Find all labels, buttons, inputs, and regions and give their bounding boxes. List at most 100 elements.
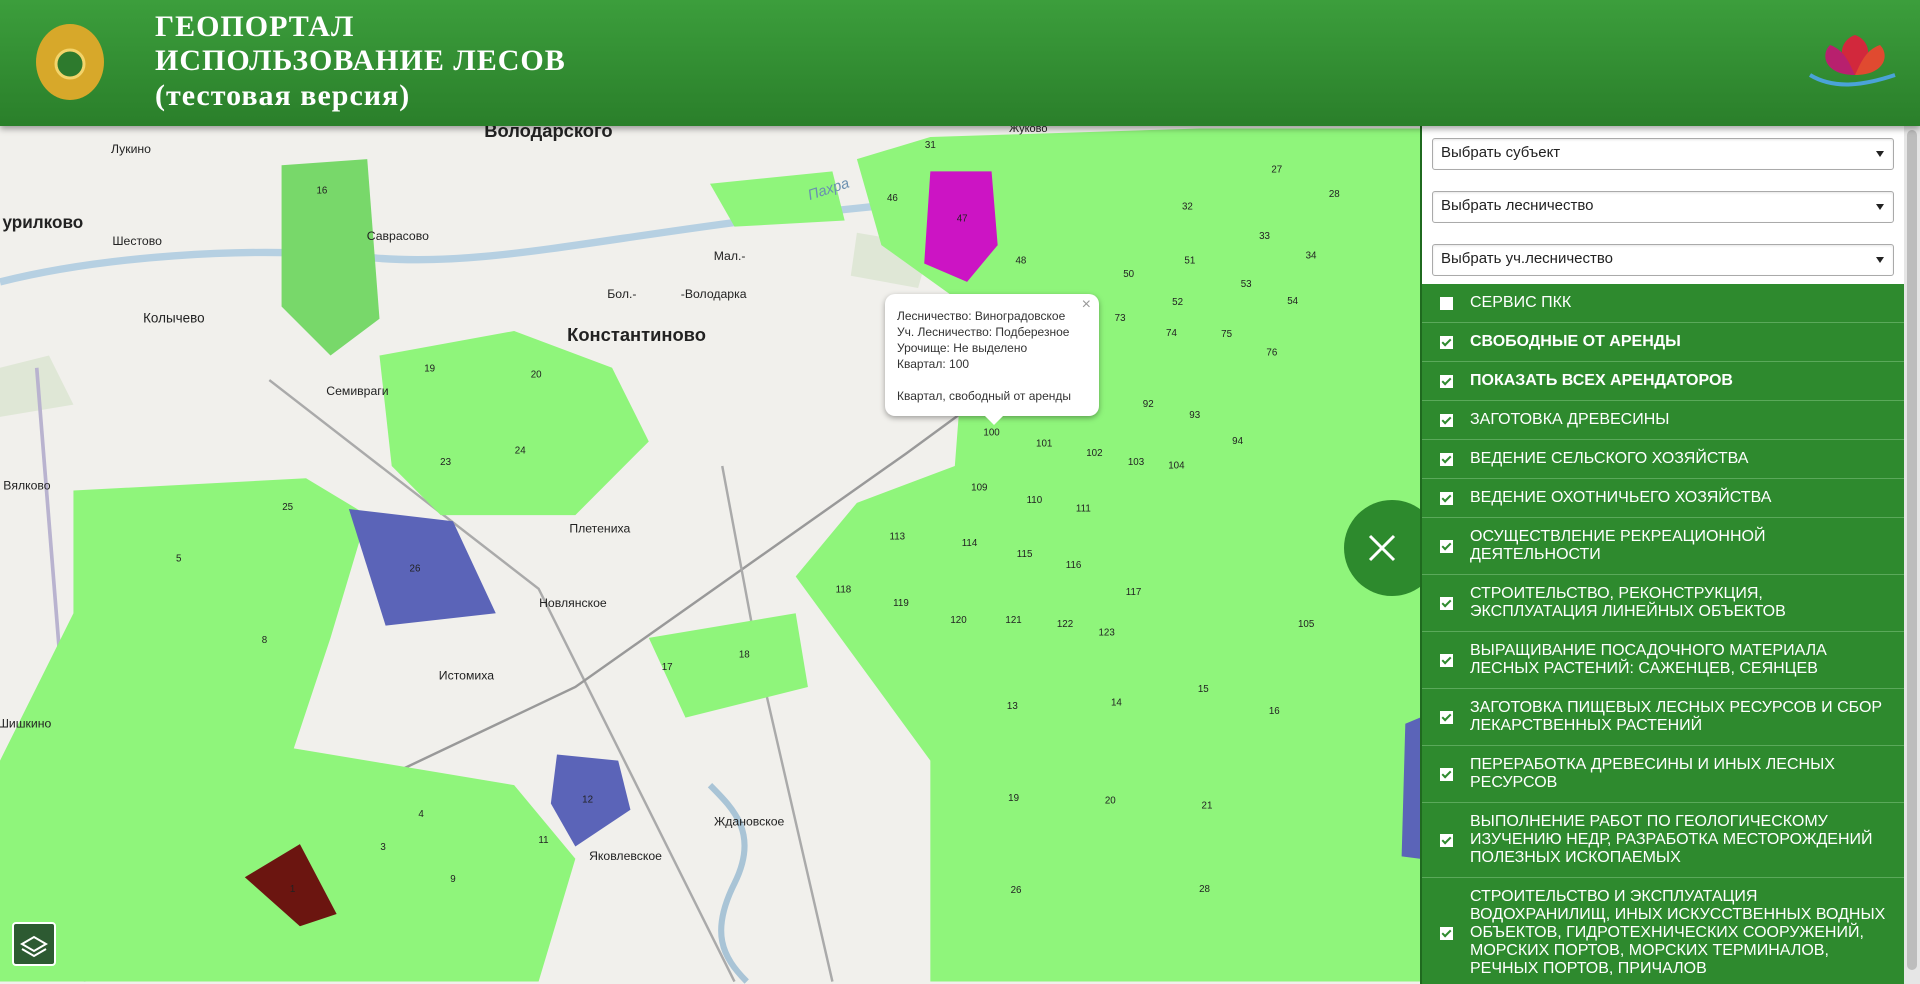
quarter-number: 13 [1007, 701, 1018, 712]
place-label: Константиново [567, 324, 706, 345]
place-label: Володарского [484, 126, 612, 141]
quarter-number: 24 [515, 446, 526, 457]
quarter-number: 33 [1259, 231, 1270, 242]
dropdown[interactable]: Выбрать субъект [1432, 138, 1894, 170]
checkbox[interactable] [1440, 833, 1453, 847]
checkbox[interactable] [1440, 452, 1453, 466]
quarter-number: 52 [1172, 297, 1183, 308]
layer-row[interactable]: ВЫРАЩИВАНИЕ ПОСАДОЧНОГО МАТЕРИАЛА ЛЕСНЫХ… [1422, 631, 1904, 688]
quarter-number: 114 [962, 538, 978, 549]
quarter-number: 27 [1271, 165, 1282, 176]
quarter-number: 54 [1287, 296, 1298, 307]
place-label: Колычево [143, 310, 205, 325]
layer-label: СЕРВИС ПКК [1470, 294, 1572, 311]
quarter-number: 34 [1306, 251, 1317, 262]
place-label: Шестово [112, 234, 162, 248]
checkbox[interactable] [1440, 413, 1453, 427]
checkbox[interactable] [1440, 296, 1453, 310]
quarter-number: 3 [380, 842, 386, 853]
layer-row[interactable]: ПОКАЗАТЬ ВСЕХ АРЕНДАТОРОВ [1422, 361, 1904, 400]
checkbox[interactable] [1440, 767, 1453, 781]
quarter-number: 123 [1098, 627, 1115, 638]
quarter-number: 4 [418, 809, 424, 820]
checkbox[interactable] [1440, 653, 1453, 667]
quarter-number: 18 [739, 649, 750, 660]
place-label: Ждановское [714, 815, 785, 829]
quarter-number: 32 [1182, 201, 1193, 212]
popup-close[interactable]: × [1081, 296, 1091, 313]
layer-label: ПЕРЕРАБОТКА ДРЕВЕСИНЫ И ИНЫХ ЛЕСНЫХ РЕСУ… [1470, 756, 1835, 791]
layer-label: СВОБОДНЫЕ ОТ АРЕНДЫ [1470, 333, 1681, 350]
layer-row[interactable]: ПЕРЕРАБОТКА ДРЕВЕСИНЫ И ИНЫХ ЛЕСНЫХ РЕСУ… [1422, 745, 1904, 802]
checkbox[interactable] [1440, 335, 1453, 349]
layer-row[interactable]: ЗАГОТОВКА ДРЕВЕСИНЫ [1422, 400, 1904, 439]
quarter-number: 51 [1184, 255, 1195, 266]
quarter-number: 117 [1126, 587, 1142, 598]
quarter-number: 74 [1166, 328, 1177, 339]
layer-label: ВЫРАЩИВАНИЕ ПОСАДОЧНОГО МАТЕРИАЛА ЛЕСНЫХ… [1470, 642, 1827, 677]
dropdown[interactable]: Выбрать лесничество [1432, 191, 1894, 223]
layer-row[interactable]: ВЫПОЛНЕНИЕ РАБОТ ПО ГЕОЛОГИЧЕСКОМУ ИЗУЧЕ… [1422, 802, 1904, 877]
quarter-number: 12 [582, 794, 593, 805]
layer-label: ВЕДЕНИЕ ОХОТНИЧЬЕГО ХОЗЯЙСТВА [1470, 489, 1772, 506]
checkbox[interactable] [1440, 926, 1453, 940]
quarter-number: 14 [1111, 697, 1122, 708]
dropdown[interactable]: Выбрать уч.лесничество [1432, 244, 1894, 276]
layer-row[interactable]: СТРОИТЕЛЬСТВО, РЕКОНСТРУКЦИЯ, ЭКСПЛУАТАЦ… [1422, 574, 1904, 631]
checkbox[interactable] [1440, 374, 1453, 388]
header: ГЕОПОРТАЛ ИСПОЛЬЗОВАНИЕ ЛЕСОВ (тестовая … [0, 0, 1920, 126]
layer-label: СТРОИТЕЛЬСТВО, РЕКОНСТРУКЦИЯ, ЭКСПЛУАТАЦ… [1470, 585, 1786, 620]
checkbox[interactable] [1440, 491, 1453, 505]
popup-line: Уч. Лесничество: Подберезное [897, 325, 1070, 339]
quarter-number: 75 [1221, 329, 1232, 340]
quarter-number: 1 [290, 884, 295, 895]
quarter-number: 119 [893, 598, 909, 609]
quarter-number: 9 [450, 874, 455, 885]
layer-row[interactable]: СТРОИТЕЛЬСТВО И ЭКСПЛУАТАЦИЯ ВОДОХРАНИЛИ… [1422, 877, 1904, 984]
layer-row[interactable]: СЕРВИС ПКК [1422, 284, 1904, 322]
layer-label: ВЫПОЛНЕНИЕ РАБОТ ПО ГЕОЛОГИЧЕСКОМУ ИЗУЧЕ… [1470, 813, 1873, 866]
map[interactable]: Володарского Жуково Лукино урилково Шестово К… [0, 126, 1420, 984]
quarter-number: 26 [1011, 885, 1022, 896]
quarter-number: 93 [1189, 410, 1200, 421]
layer-row[interactable]: ЗАГОТОВКА ПИЩЕВЫХ ЛЕСНЫХ РЕСУРСОВ И СБОР… [1422, 688, 1904, 745]
quarter-number: 53 [1241, 279, 1252, 290]
layers-button[interactable] [12, 922, 56, 966]
forest-areas [0, 128, 1420, 982]
layer-label: ОСУЩЕСТВЛЕНИЕ РЕКРЕАЦИОННОЙ ДЕЯТЕЛЬНОСТИ [1470, 528, 1766, 563]
layer-panel: Выбрать субъект Выбрать лесничество Выбрат… [1420, 126, 1904, 984]
layer-row[interactable]: ВЕДЕНИЕ СЕЛЬСКОГО ХОЗЯЙСТВА [1422, 439, 1904, 478]
checkbox[interactable] [1440, 596, 1453, 610]
quarter-number: 5 [176, 554, 182, 565]
layers-icon [20, 935, 48, 958]
title-line: (тестовая версия) [155, 79, 411, 112]
quarter-number: 104 [1168, 460, 1185, 471]
title-line: ГЕОПОРТАЛ [155, 10, 355, 43]
quarter-number: 20 [1105, 796, 1116, 807]
quarter-number: 103 [1128, 457, 1145, 468]
checkbox[interactable] [1440, 539, 1453, 553]
emblem [36, 24, 104, 100]
quarter-number: 73 [1115, 313, 1126, 324]
quarter-number: 100 [983, 427, 1000, 438]
scrollbar[interactable] [1904, 126, 1920, 984]
checkbox[interactable] [1440, 710, 1453, 724]
place-label: Бол.- [607, 287, 636, 301]
quarter-number: 92 [1143, 399, 1154, 410]
layer-row[interactable]: ВЕДЕНИЕ ОХОТНИЧЬЕГО ХОЗЯЙСТВА [1422, 478, 1904, 517]
layer-row[interactable]: СВОБОДНЫЕ ОТ АРЕНДЫ [1422, 322, 1904, 361]
quarter-number: 21 [1202, 800, 1213, 811]
quarter-number: 76 [1266, 348, 1277, 359]
quarter-number: 109 [971, 483, 987, 494]
layer-row[interactable]: ОСУЩЕСТВЛЕНИЕ РЕКРЕАЦИОННОЙ ДЕЯТЕЛЬНОСТИ [1422, 517, 1904, 574]
quarter-number: 8 [262, 635, 268, 646]
quarter-number: 121 [1005, 615, 1021, 626]
place-label: Яковлевское [589, 849, 662, 863]
quarter-number: 47 [957, 214, 968, 225]
popup-line: Квартал: 100 [897, 357, 970, 371]
quarter-number: 26 [410, 564, 421, 575]
quarter-number: 19 [424, 363, 435, 374]
lease-areas [244, 171, 1420, 927]
layer-label: ЗАГОТОВКА ДРЕВЕСИНЫ [1470, 411, 1670, 428]
quarter-number: 48 [1015, 255, 1026, 266]
